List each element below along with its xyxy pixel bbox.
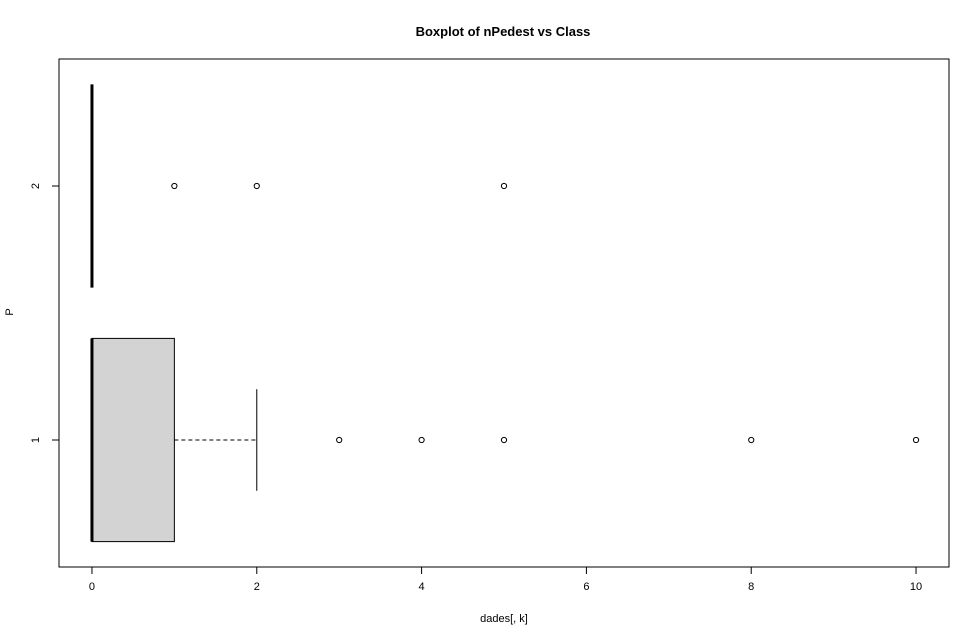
y-axis: 12 xyxy=(30,183,60,443)
box-group-2 xyxy=(90,84,508,288)
x-axis: 0 2 4 6 8 10 xyxy=(89,566,922,593)
outlier-point xyxy=(912,436,920,444)
x-tick-label: 0 xyxy=(89,581,95,593)
x-tick-label: 8 xyxy=(748,581,754,593)
outlier-point xyxy=(500,436,508,444)
x-axis-label: dades[, k] xyxy=(480,613,528,625)
outlier-point xyxy=(500,182,508,190)
y-tick-label: 1 xyxy=(30,437,42,443)
x-tick-label: 10 xyxy=(910,581,922,593)
box-group-1 xyxy=(90,337,920,543)
chart-title: Boxplot of nPedest vs Class xyxy=(416,24,591,39)
outlier-point xyxy=(171,182,178,190)
y-tick-label: 2 xyxy=(30,183,42,189)
box-iqr xyxy=(91,337,175,543)
y-axis-label: P xyxy=(4,308,16,315)
boxes-layer xyxy=(90,84,920,543)
x-tick-label: 6 xyxy=(583,581,589,593)
outlier-point xyxy=(418,436,425,444)
outlier-point xyxy=(253,182,260,190)
x-tick-label: 4 xyxy=(419,581,425,593)
plot-frame xyxy=(58,58,950,568)
outlier-point xyxy=(748,436,755,444)
outlier-point xyxy=(336,436,343,444)
x-tick-label: 2 xyxy=(254,581,260,593)
